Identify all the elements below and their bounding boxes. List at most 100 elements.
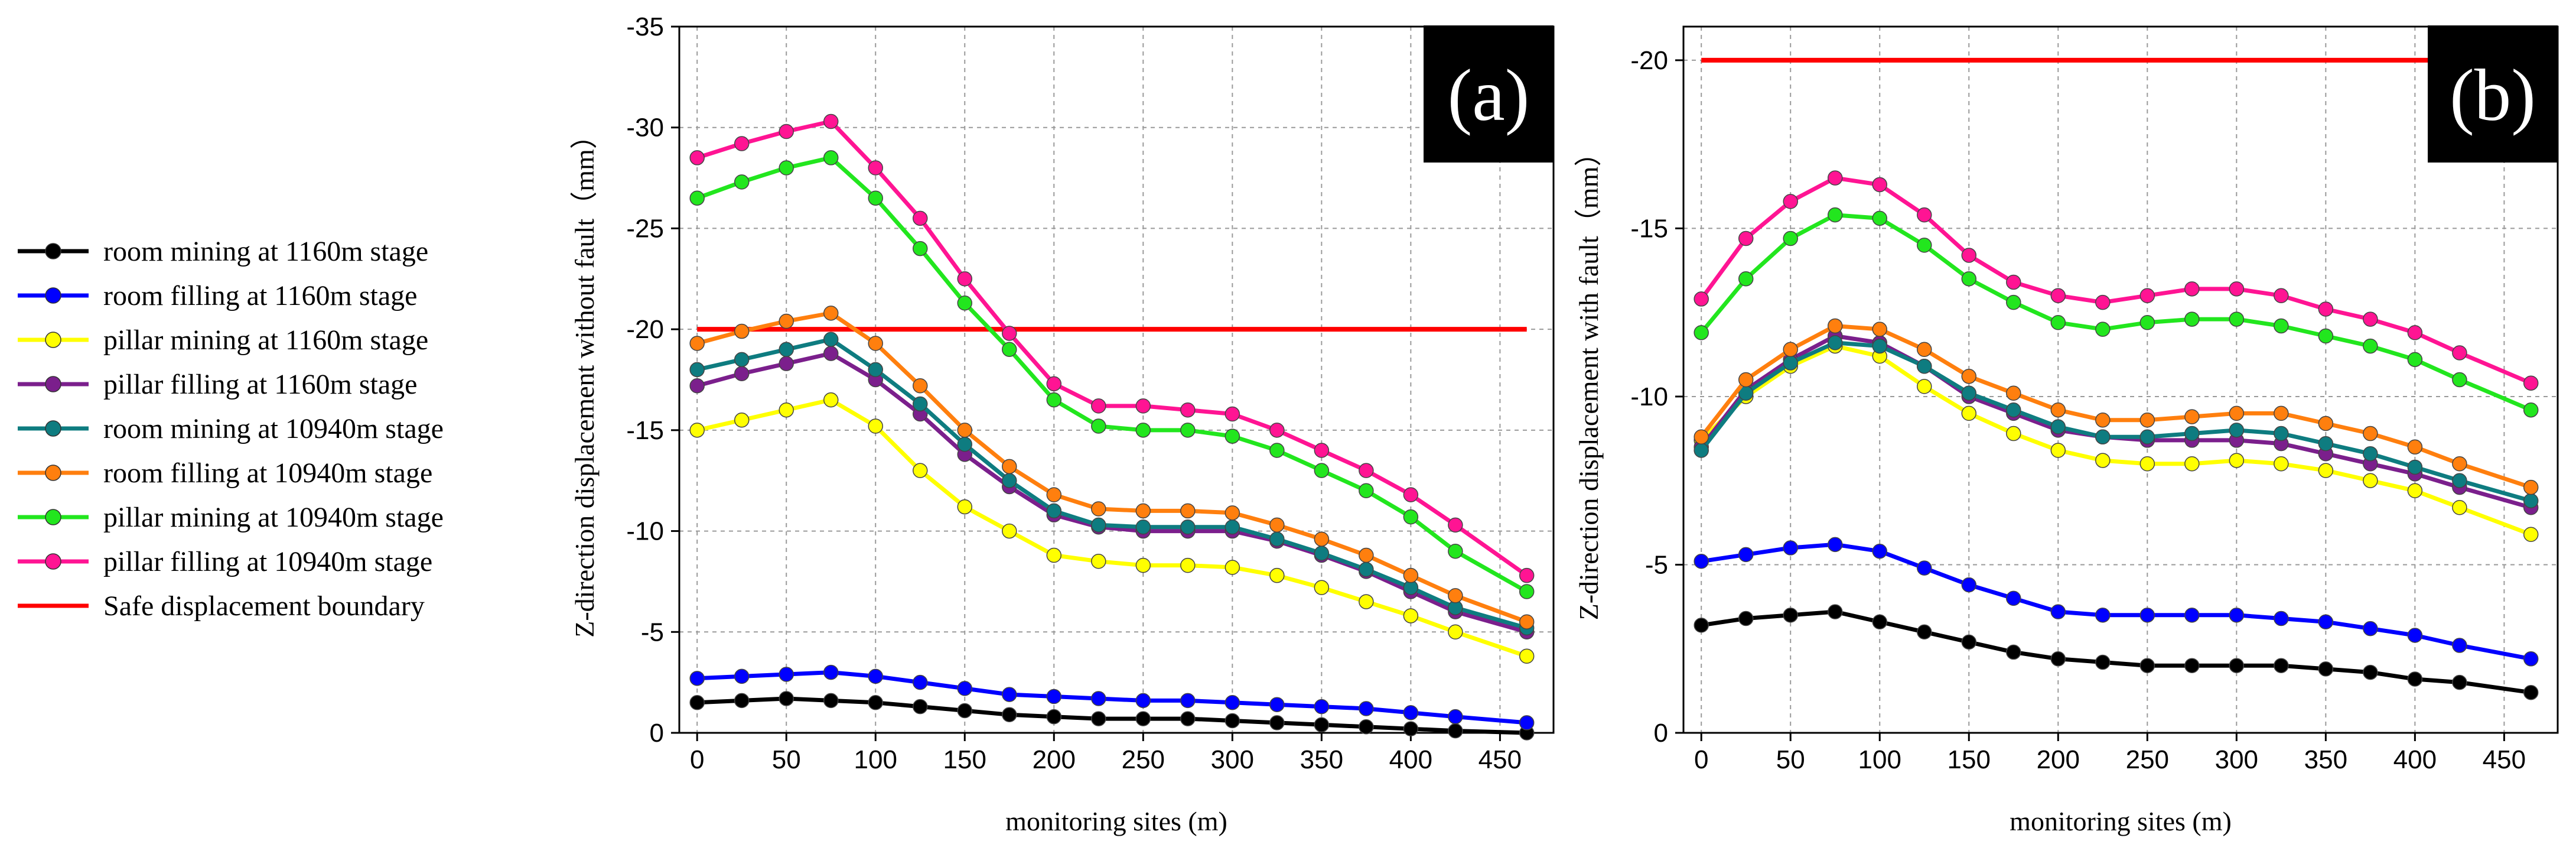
data-point: [2095, 608, 2111, 623]
data-point: [1269, 443, 1285, 458]
data-point: [734, 323, 750, 339]
data-point: [1738, 271, 1754, 287]
data-point: [1694, 554, 1709, 569]
data-point: [1694, 325, 1709, 340]
data-point: [2363, 311, 2378, 327]
data-point: [1135, 503, 1151, 519]
data-point: [2318, 301, 2334, 317]
data-point: [1448, 543, 1463, 559]
data-point: [2095, 429, 2111, 444]
data-point: [1135, 557, 1151, 573]
data-point: [2095, 654, 2111, 670]
data-point: [823, 113, 839, 129]
data-point: [1403, 567, 1419, 583]
data-point: [1783, 230, 1798, 246]
data-point: [779, 402, 794, 418]
data-point: [2407, 325, 2423, 340]
y-tick-label: -15: [1630, 214, 1668, 243]
data-point: [2523, 375, 2539, 391]
data-point: [779, 313, 794, 329]
data-point: [957, 681, 973, 696]
data-point: [2523, 493, 2539, 509]
data-point: [1448, 723, 1463, 739]
data-point: [1448, 624, 1463, 640]
panel-label: (b): [2450, 55, 2536, 137]
x-tick-label: 50: [1776, 745, 1805, 774]
y-tick-label: -15: [626, 416, 664, 445]
data-point: [1403, 509, 1419, 525]
x-tick-label: 150: [943, 745, 986, 774]
data-point: [2407, 483, 2423, 499]
y-tick-label: -25: [626, 214, 664, 243]
y-tick-label: 0: [650, 719, 664, 748]
data-point: [2274, 658, 2289, 673]
data-point: [2318, 436, 2334, 452]
data-point: [1269, 567, 1285, 583]
data-point: [2139, 315, 2155, 330]
data-point: [689, 423, 705, 438]
data-point: [1225, 505, 1240, 521]
data-point: [2184, 281, 2200, 297]
series-pillar-mining-at-10940m-stage: [689, 150, 1535, 599]
data-point: [1359, 483, 1374, 499]
data-point: [2452, 372, 2467, 388]
y-tick-label: -5: [641, 618, 664, 647]
data-point: [2318, 614, 2334, 629]
data-point: [823, 332, 839, 347]
data-point: [1046, 709, 1062, 725]
data-point: [1872, 210, 1887, 226]
data-point: [1180, 519, 1196, 535]
data-point: [1961, 634, 1977, 650]
data-point: [2274, 426, 2289, 441]
data-point: [1403, 705, 1419, 720]
x-tick-label: 200: [2037, 745, 2080, 774]
data-point: [868, 668, 883, 684]
data-point: [2363, 473, 2378, 488]
data-point: [1917, 379, 1932, 394]
data-point: [1961, 369, 1977, 384]
data-point: [1738, 547, 1754, 563]
data-point: [2274, 456, 2289, 472]
data-point: [1269, 715, 1285, 730]
series-room-filling-at-1160m-stage: [1694, 537, 2539, 667]
data-point: [1359, 561, 1374, 577]
data-point: [1872, 338, 1887, 354]
y-tick-label: -10: [626, 517, 664, 546]
data-point: [957, 296, 973, 311]
x-tick-label: 100: [1858, 745, 1901, 774]
data-point: [1872, 177, 1887, 193]
data-point: [1002, 326, 1017, 341]
data-point: [2050, 651, 2066, 667]
legend-swatch-marker-pillar-filling-at-10940m-stage: [45, 553, 61, 570]
series-room-filling-at-10940m-stage: [1694, 318, 2539, 495]
data-point: [1314, 717, 1330, 733]
panel-label: (a): [1448, 55, 1530, 137]
data-point: [1180, 693, 1196, 709]
series-room-mining-at-10940m-stage: [1694, 335, 2539, 509]
data-point: [689, 362, 705, 378]
data-point: [1917, 342, 1932, 358]
legend-swatch-marker-pillar-filling-at-1160m-stage: [45, 376, 61, 392]
data-point: [2050, 288, 2066, 303]
data-point: [868, 695, 883, 710]
data-point: [2006, 402, 2021, 418]
data-point: [1225, 406, 1240, 422]
data-point: [1002, 523, 1017, 539]
x-tick-label: 200: [1033, 745, 1076, 774]
series-pillar-mining-at-1160m-stage: [689, 392, 1535, 664]
data-point: [1359, 719, 1374, 735]
data-point: [1783, 355, 1798, 371]
data-point: [1917, 238, 1932, 253]
legend-label-room-filling-at-10940m-stage: room filling at 10940m stage: [103, 457, 432, 489]
data-point: [913, 463, 928, 478]
data-point: [1314, 699, 1330, 715]
legend-label-room-mining-at-10940m-stage: room mining at 10940m stage: [103, 413, 444, 444]
data-point: [957, 271, 973, 287]
data-point: [2184, 426, 2200, 441]
data-point: [1694, 291, 1709, 307]
data-point: [2407, 628, 2423, 643]
data-point: [1225, 695, 1240, 710]
data-point: [1002, 342, 1017, 358]
data-point: [1225, 713, 1240, 729]
data-point: [2318, 415, 2334, 431]
